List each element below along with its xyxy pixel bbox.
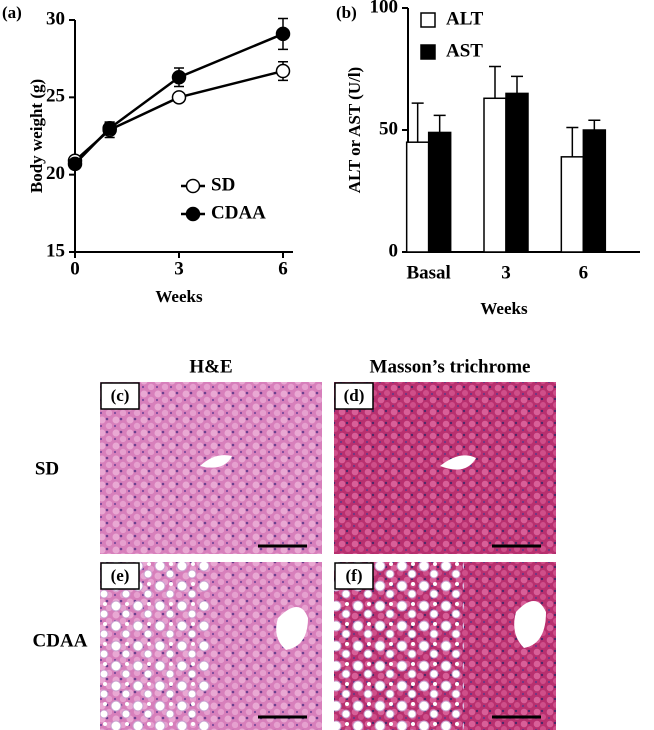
y-tick-label: 0: [389, 240, 399, 261]
point: [171, 90, 187, 105]
point: [102, 121, 117, 136]
x-axis-label: Weeks: [480, 299, 528, 318]
x-tick-label: 3: [501, 262, 511, 283]
image: [100, 562, 210, 730]
x-tick-label: 6: [278, 258, 288, 279]
panel-label: (e): [111, 566, 130, 585]
legend-label: ALT: [446, 8, 484, 29]
y-axis-label: Body weight (g): [27, 79, 46, 193]
error-bar: [511, 75, 523, 94]
legend-marker: [185, 206, 201, 222]
legend-marker: [420, 44, 436, 60]
image: [334, 382, 556, 554]
error-bar: [489, 65, 501, 99]
error-bar: [433, 114, 446, 133]
row-label: SD: [35, 458, 59, 479]
bar: [505, 92, 529, 253]
y-tick-label: 50: [379, 118, 398, 139]
vessel: [440, 455, 476, 470]
point: [275, 26, 291, 42]
bar: [427, 131, 452, 253]
point: [171, 69, 187, 85]
line: [74, 32, 284, 165]
x-axis-label: Weeks: [155, 287, 203, 306]
y-axis-label: ALT or AST (U/l): [345, 67, 364, 193]
scale-bars: [258, 544, 541, 719]
panel-label: (d): [344, 386, 365, 405]
y-tick-label: 15: [46, 240, 65, 261]
vessel: [200, 455, 232, 468]
column-label: Masson’s trichrome: [370, 356, 531, 377]
bar: [582, 129, 607, 253]
vessel: [514, 601, 546, 648]
bar: [483, 97, 507, 253]
legend-marker: [420, 12, 436, 28]
column-label: H&E: [189, 356, 232, 377]
row-label: CDAA: [33, 630, 88, 651]
bar: [560, 156, 585, 253]
legend-label: SD: [211, 174, 235, 195]
y-tick-label: 100: [370, 0, 399, 17]
error-bar: [566, 126, 579, 157]
histology: (c) (d) (e) (f) H&E Masson’s trichrome S…: [33, 356, 556, 730]
vessel: [276, 607, 308, 650]
point: [67, 156, 83, 172]
legend-marker: [185, 178, 201, 194]
error-bar: [588, 119, 601, 130]
y-tick-label: 20: [46, 163, 65, 184]
x-tick-label: 0: [70, 258, 80, 279]
error-bar: [411, 102, 424, 143]
legend-label: CDAA: [211, 202, 266, 223]
point: [275, 63, 291, 79]
panel-label: (f): [346, 566, 363, 585]
image: [334, 562, 464, 730]
y-tick-label: 25: [46, 86, 65, 107]
x-tick-label: 6: [579, 262, 589, 283]
x-tick-label: 3: [174, 258, 184, 279]
panel-label: (b): [336, 3, 357, 22]
panel-label: (a): [2, 3, 22, 22]
legend-label: AST: [446, 40, 483, 61]
panel-label: (c): [111, 386, 130, 405]
image: [100, 382, 322, 554]
x-tick-label: Basal: [406, 262, 450, 283]
y-tick-label: 30: [46, 8, 65, 29]
bar: [405, 141, 430, 253]
